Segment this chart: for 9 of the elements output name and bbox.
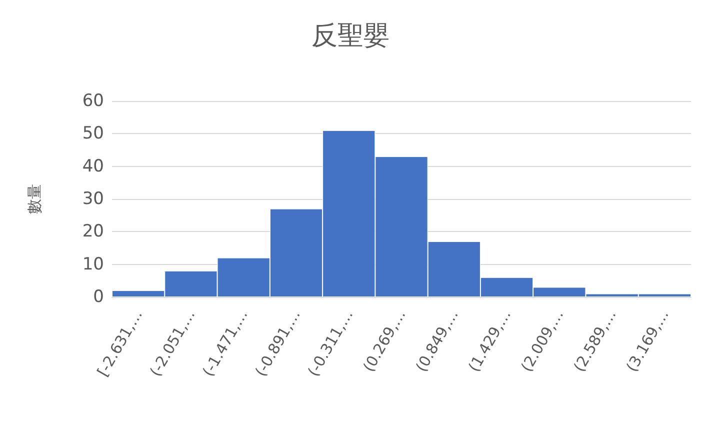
y-tick-label: 30 xyxy=(82,189,104,209)
y-tick-label: 40 xyxy=(82,156,104,176)
y-tick-label: 60 xyxy=(82,91,104,111)
y-tick-label: 20 xyxy=(82,222,104,242)
y-tick-label: 50 xyxy=(82,124,104,144)
y-axis-title: 數量 xyxy=(26,184,44,214)
y-tick-label: 10 xyxy=(82,254,104,274)
chart-title: 反聖嬰 xyxy=(312,21,390,51)
y-tick-label: 0 xyxy=(93,287,104,307)
